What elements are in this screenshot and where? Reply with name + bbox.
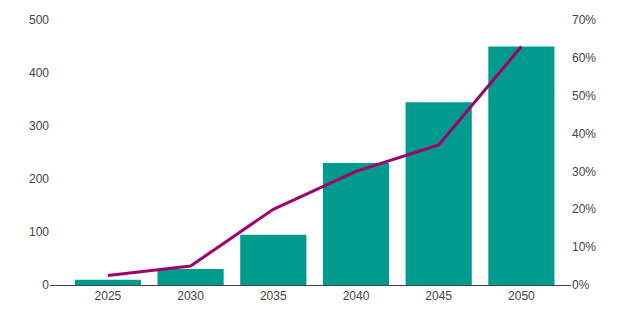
svg-text:200: 200 (29, 172, 49, 186)
svg-text:0: 0 (42, 278, 49, 292)
svg-text:100: 100 (29, 225, 49, 239)
svg-text:2045: 2045 (425, 289, 452, 303)
svg-text:500: 500 (29, 13, 49, 27)
svg-text:0%: 0% (572, 278, 590, 292)
svg-text:40%: 40% (572, 127, 596, 141)
svg-text:300: 300 (29, 119, 49, 133)
svg-text:10%: 10% (572, 240, 596, 254)
svg-text:50%: 50% (572, 89, 596, 103)
svg-text:2025: 2025 (95, 289, 122, 303)
svg-text:20%: 20% (572, 202, 596, 216)
svg-text:2050: 2050 (508, 289, 535, 303)
svg-text:30%: 30% (572, 165, 596, 179)
svg-text:400: 400 (29, 66, 49, 80)
svg-text:2040: 2040 (343, 289, 370, 303)
svg-text:2030: 2030 (177, 289, 204, 303)
svg-text:2035: 2035 (260, 289, 287, 303)
svg-text:70%: 70% (572, 13, 596, 27)
svg-text:60%: 60% (572, 51, 596, 65)
